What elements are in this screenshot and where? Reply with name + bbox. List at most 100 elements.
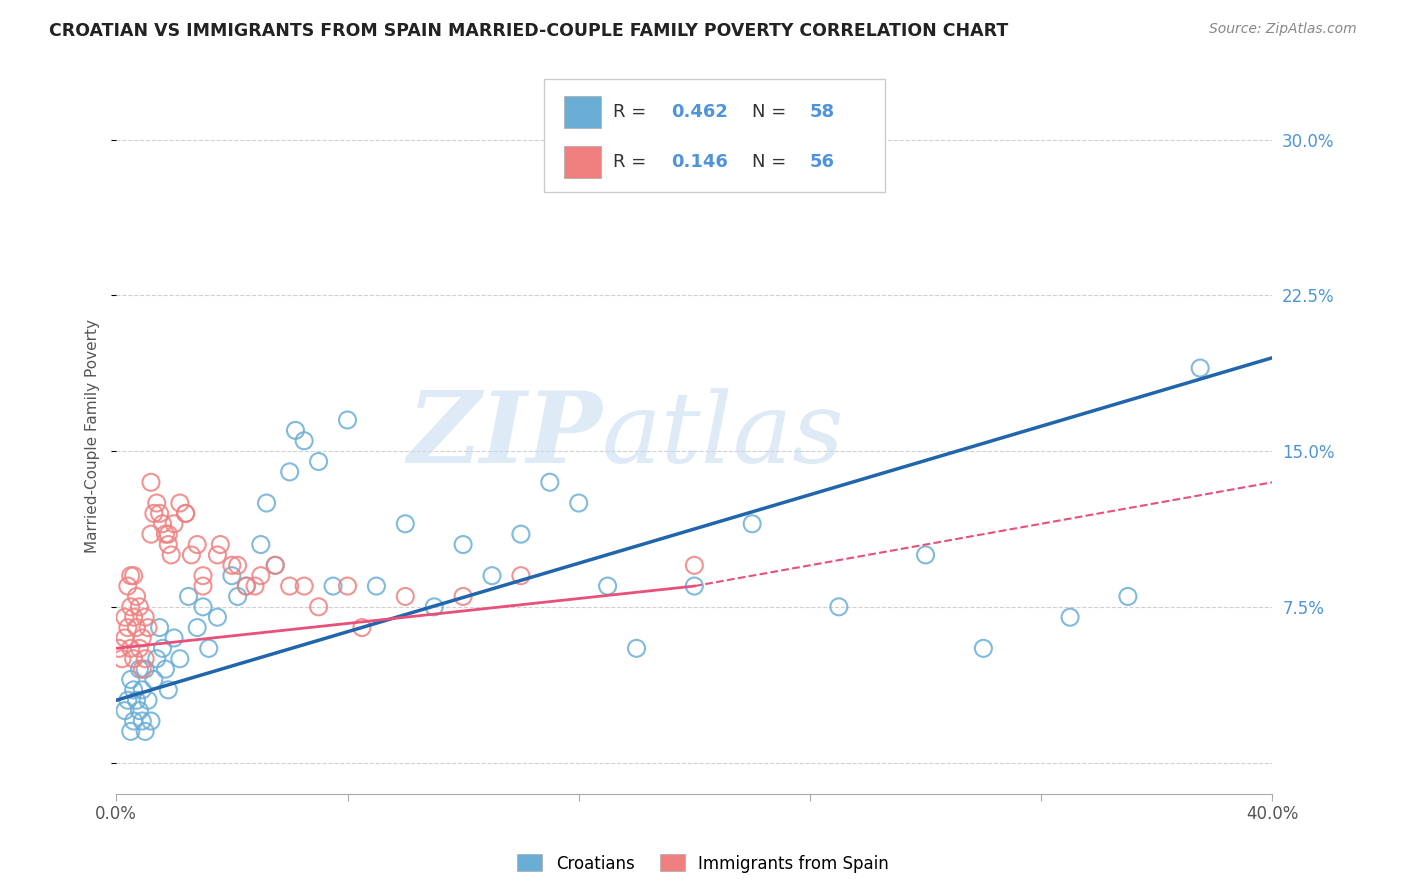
Point (142, 507, 165, 521)
Point (122, 651, 145, 665)
Point (209, 537, 232, 551)
Point (278, 579, 301, 593)
Point (914, 548, 936, 562)
Point (191, 568, 214, 582)
Text: atlas: atlas (602, 388, 845, 483)
Point (284, 423, 307, 437)
Point (423, 599, 446, 614)
Point (139, 475, 162, 490)
Point (394, 516, 416, 531)
Point (626, 641, 648, 656)
FancyBboxPatch shape (564, 146, 600, 178)
Y-axis label: Married-Couple Family Poverty: Married-Couple Family Poverty (86, 318, 100, 552)
Point (197, 641, 219, 656)
Point (157, 682, 180, 697)
Point (120, 673, 142, 687)
Point (191, 579, 214, 593)
Point (972, 641, 994, 656)
Point (128, 599, 150, 614)
Point (221, 568, 243, 582)
Point (125, 693, 148, 707)
Point (264, 558, 287, 573)
Point (292, 434, 315, 448)
Point (180, 548, 202, 562)
Point (308, 599, 330, 614)
Point (134, 724, 156, 739)
Point (292, 579, 315, 593)
FancyBboxPatch shape (544, 78, 886, 192)
Point (336, 579, 359, 593)
Text: ZIP: ZIP (406, 387, 602, 483)
Point (221, 558, 243, 573)
Point (174, 507, 197, 521)
Point (481, 568, 503, 582)
Point (451, 537, 474, 551)
Text: CROATIAN VS IMMIGRANTS FROM SPAIN MARRIED-COUPLE FAMILY POVERTY CORRELATION CHAR: CROATIAN VS IMMIGRANTS FROM SPAIN MARRIE… (49, 22, 1008, 40)
Point (125, 621, 148, 635)
Point (366, 579, 388, 593)
Point (163, 516, 186, 531)
Point (451, 590, 474, 604)
Point (108, 641, 131, 656)
Point (131, 682, 153, 697)
Text: Source: ZipAtlas.com: Source: ZipAtlas.com (1209, 22, 1357, 37)
Point (114, 704, 136, 718)
Point (249, 568, 271, 582)
Point (186, 537, 208, 551)
Point (122, 714, 145, 728)
Point (394, 590, 416, 604)
Point (169, 651, 191, 665)
Point (155, 527, 177, 541)
Point (596, 579, 619, 593)
Point (122, 568, 145, 582)
Point (174, 507, 197, 521)
Point (249, 537, 271, 551)
Point (350, 621, 373, 635)
Point (568, 496, 591, 510)
Point (120, 568, 142, 582)
Point (308, 454, 330, 468)
Point (117, 579, 139, 593)
Point (1189, 361, 1212, 376)
Point (120, 724, 142, 739)
Point (207, 610, 229, 624)
Point (163, 631, 186, 645)
Point (145, 496, 167, 510)
Point (155, 662, 177, 676)
Point (191, 599, 214, 614)
Point (177, 590, 200, 604)
Point (160, 548, 183, 562)
Point (149, 621, 172, 635)
Point (117, 693, 139, 707)
Point (117, 621, 139, 635)
Point (131, 662, 153, 676)
Point (741, 516, 763, 531)
Text: N =: N = (752, 103, 792, 121)
Point (169, 496, 191, 510)
Point (149, 507, 172, 521)
Text: 0.146: 0.146 (671, 153, 728, 171)
Point (1116, 590, 1139, 604)
Point (139, 527, 162, 541)
Point (828, 599, 851, 614)
Point (120, 599, 142, 614)
Point (122, 610, 145, 624)
Point (538, 475, 561, 490)
Point (157, 527, 180, 541)
Point (683, 579, 706, 593)
Point (111, 651, 134, 665)
Text: R =: R = (613, 103, 652, 121)
Point (278, 465, 301, 479)
Point (120, 641, 142, 656)
Point (683, 558, 706, 573)
Point (142, 673, 165, 687)
Point (134, 610, 156, 624)
Point (128, 704, 150, 718)
Point (114, 610, 136, 624)
FancyBboxPatch shape (564, 96, 600, 128)
Point (139, 714, 162, 728)
Point (186, 621, 208, 635)
Point (128, 662, 150, 676)
Point (235, 579, 257, 593)
Text: 56: 56 (810, 153, 835, 171)
